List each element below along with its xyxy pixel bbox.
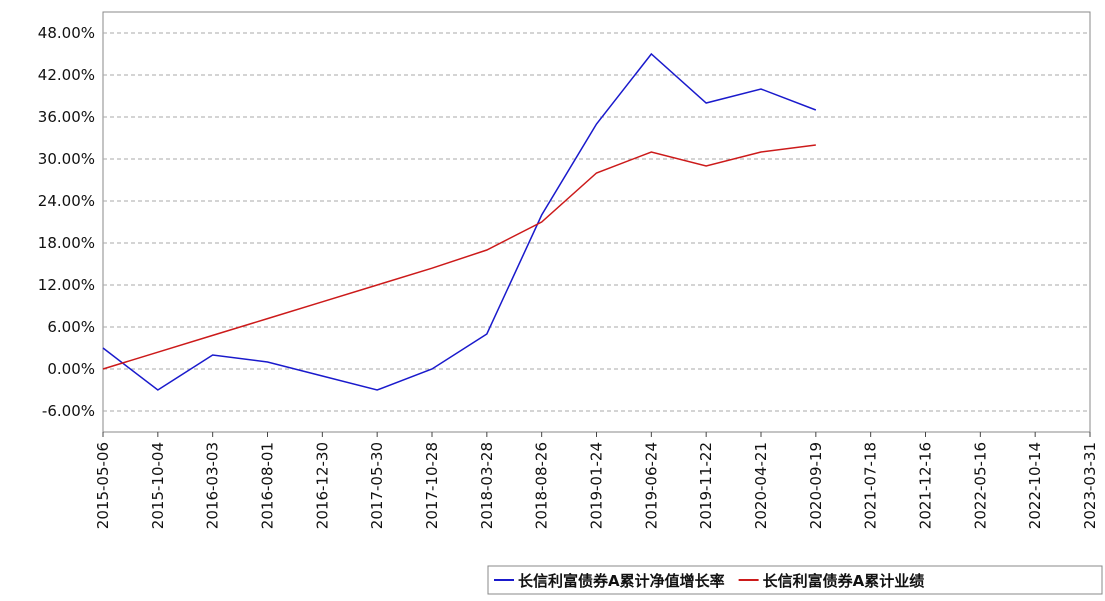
x-tick-label: 2016-12-30 <box>313 442 331 529</box>
x-tick-label: 2015-10-04 <box>149 442 167 529</box>
x-tick-label: 2017-10-28 <box>423 442 441 529</box>
y-tick-label: -6.00% <box>42 402 95 420</box>
x-tick-label: 2015-05-06 <box>94 442 112 529</box>
y-tick-label: 42.00% <box>38 66 95 84</box>
y-tick-label: 24.00% <box>38 192 95 210</box>
x-tick-label: 2018-03-28 <box>478 442 496 529</box>
y-tick-label: 30.00% <box>38 150 95 168</box>
page: {"chart_data": {"type": "line", "categor… <box>0 0 1105 601</box>
y-tick-label: 0.00% <box>47 360 95 378</box>
y-tick-label: 48.00% <box>38 24 95 42</box>
legend-label: 长信利富债券A累计业绩 <box>763 572 925 590</box>
x-tick-label: 2017-05-30 <box>368 442 386 529</box>
x-tick-label: 2020-04-21 <box>752 442 770 529</box>
y-tick-label: 12.00% <box>38 276 95 294</box>
chart: -6.00% 0.00% 6.00% 12.00% 18.00% 24.00% 30.00%… <box>0 0 1105 597</box>
x-tick-label: 2019-06-24 <box>642 442 660 529</box>
x-tick-label: 2016-08-01 <box>259 442 277 529</box>
x-tick-label: 2019-01-24 <box>588 442 606 529</box>
x-tick-label: 2020-09-19 <box>807 442 825 529</box>
x-tick-label: 2023-03-31 <box>1081 442 1099 529</box>
x-tick-label: 2018-08-26 <box>533 442 551 529</box>
x-tick-label: 2021-12-16 <box>917 442 935 529</box>
y-tick-label: 6.00% <box>47 318 95 336</box>
x-tick-label: 2021-07-18 <box>862 442 880 529</box>
x-tick-label: 2016-03-03 <box>204 442 222 529</box>
y-tick-label: 18.00% <box>38 234 95 252</box>
y-tick-label: 36.00% <box>38 108 95 126</box>
legend-label: 长信利富债券A累计净值增长率 <box>518 572 725 590</box>
x-tick-label: 2019-11-22 <box>697 442 715 529</box>
x-tick-label: 2022-10-14 <box>1026 442 1044 529</box>
x-tick-label: 2022-05-16 <box>971 442 989 529</box>
